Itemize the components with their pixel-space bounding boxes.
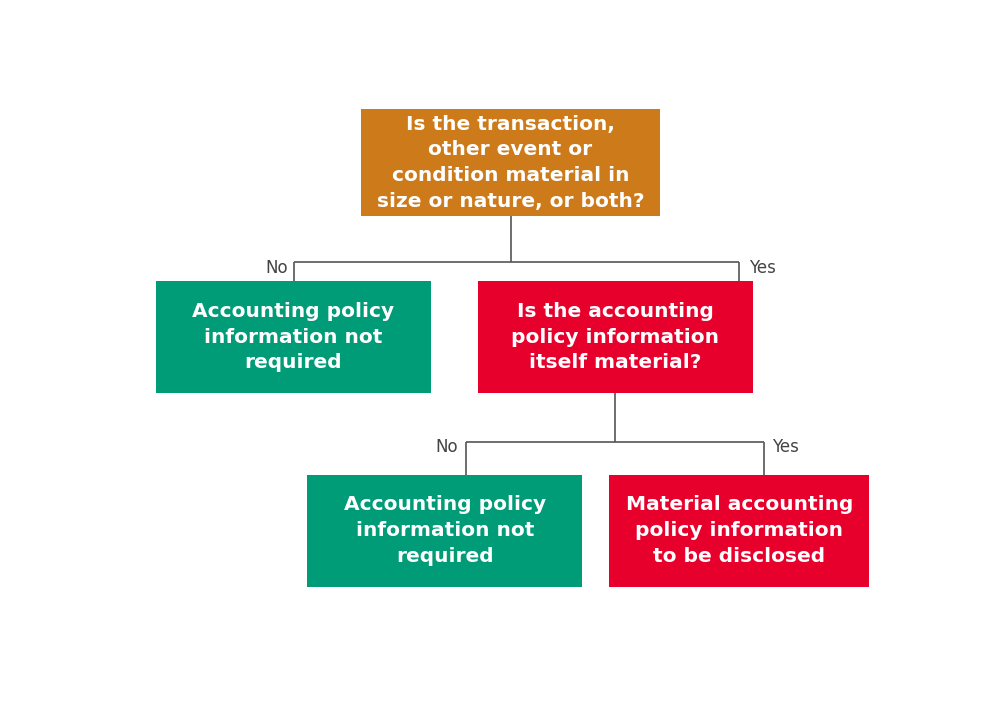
FancyBboxPatch shape: [307, 475, 582, 586]
Text: No: No: [436, 438, 458, 457]
Text: Material accounting
policy information
to be disclosed: Material accounting policy information t…: [626, 496, 853, 566]
FancyBboxPatch shape: [478, 281, 753, 393]
FancyBboxPatch shape: [609, 475, 869, 586]
Text: Accounting policy
information not
required: Accounting policy information not requir…: [192, 302, 395, 372]
Text: Yes: Yes: [772, 438, 799, 457]
Text: Is the transaction,
other event or
condition material in
size or nature, or both: Is the transaction, other event or condi…: [377, 115, 644, 211]
Text: No: No: [265, 258, 288, 277]
FancyBboxPatch shape: [156, 281, 431, 393]
Text: Is the accounting
policy information
itself material?: Is the accounting policy information its…: [511, 302, 719, 372]
Text: Accounting policy
information not
required: Accounting policy information not requir…: [344, 496, 546, 566]
Text: Yes: Yes: [749, 258, 776, 277]
FancyBboxPatch shape: [361, 110, 660, 216]
